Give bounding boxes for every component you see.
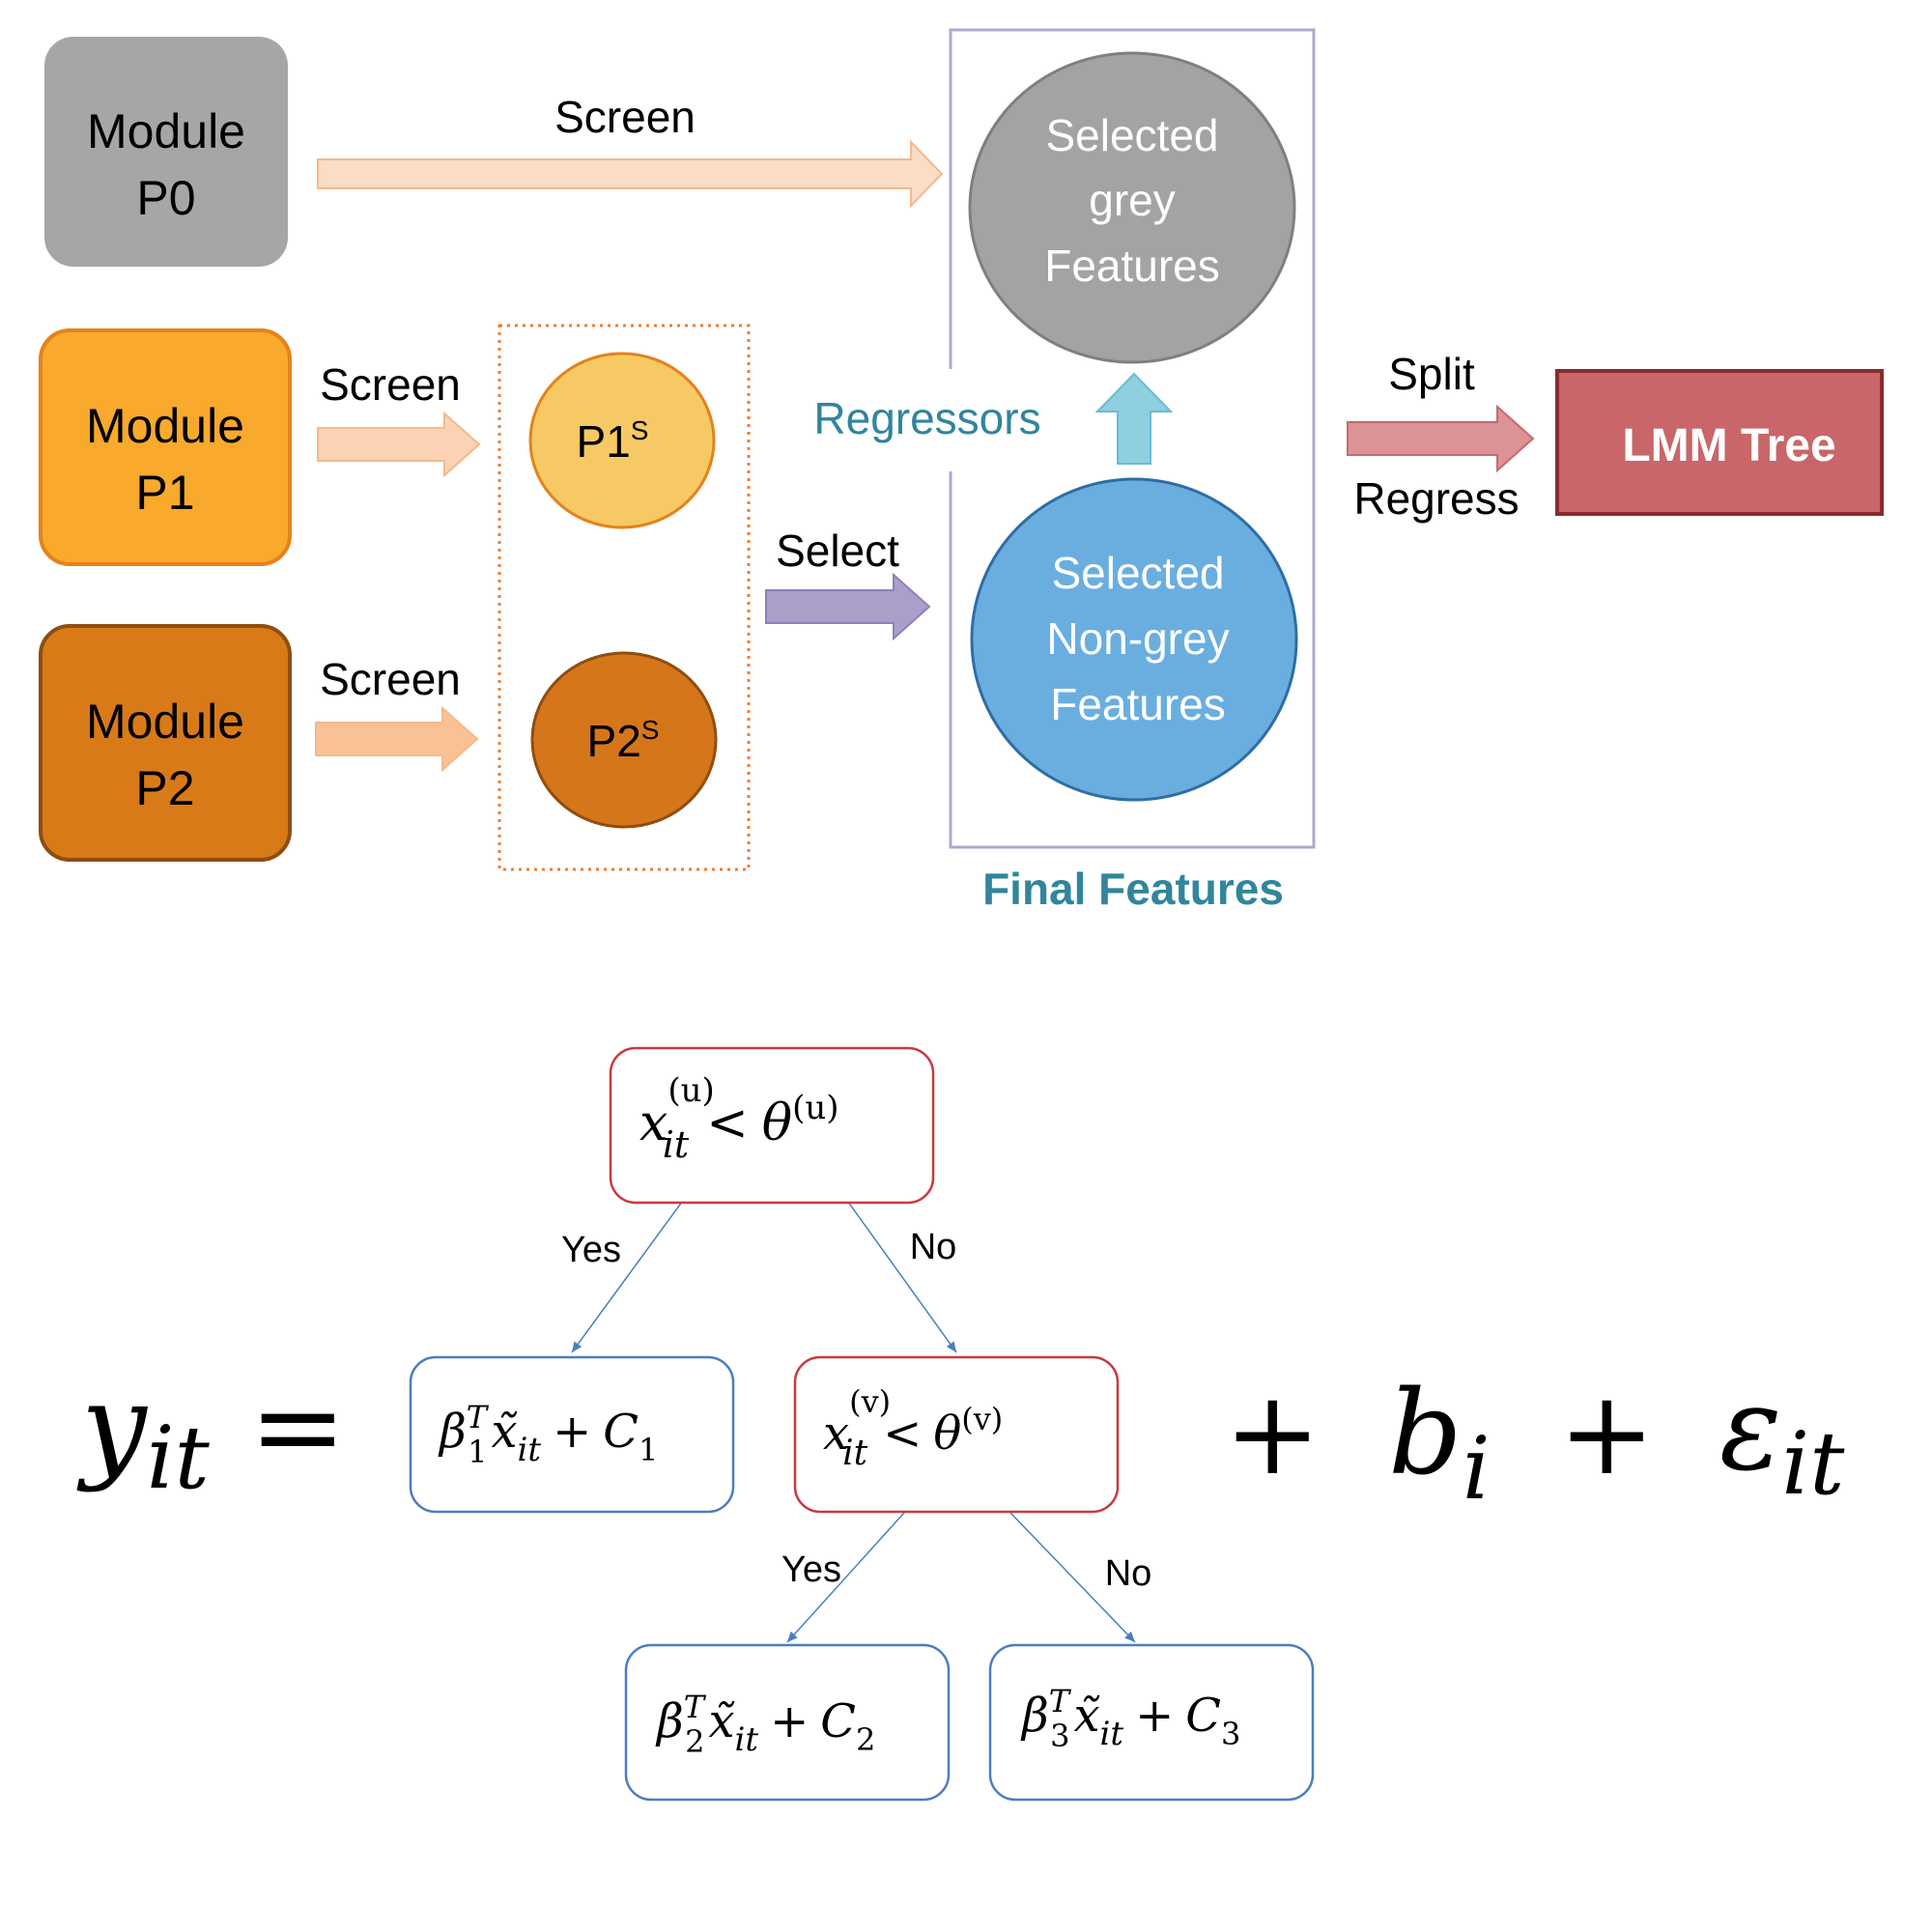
decision-node-v: x(v) it < θ(v)	[793, 1355, 1120, 1514]
equation-error: εit	[1719, 1362, 1845, 1515]
regress-label: Regress	[1353, 473, 1519, 524]
leaf-node-1-formula: βT 1x̃it + C1	[438, 1399, 658, 1470]
edge-root-no	[844, 1197, 957, 1353]
split-arrow-shape	[1347, 404, 1535, 473]
decision-node-root: x(u) it < θ(u)	[609, 1046, 935, 1205]
select-label: Select	[776, 526, 899, 576]
lmm-tree-label: LMM Tree	[1622, 420, 1835, 471]
lmm-tree-shape	[1555, 369, 1884, 516]
up-arrow-shape	[1094, 372, 1174, 465]
screen-arrow-p1-shape	[317, 411, 481, 478]
final-features-label: Final Features	[982, 864, 1284, 914]
split-label: Split	[1388, 349, 1475, 399]
final-features-group: Final Features Selected grey Features Se…	[945, 28, 1316, 914]
selected-nongrey-line2: Non-grey	[1046, 613, 1229, 664]
selected-nongrey-line3: Features	[1050, 679, 1226, 729]
leaf-node-2-box	[624, 1643, 951, 1802]
regressors-label: Regressors	[813, 393, 1040, 443]
leaf-node-3: βT 3x̃it + C3	[988, 1643, 1315, 1802]
leaf-node-1: βT 1x̃it + C1	[409, 1355, 735, 1514]
module-p1-box	[39, 328, 292, 566]
selected-grey-features: Selected grey Features	[968, 51, 1296, 364]
screened-p1-circle: P1S	[528, 352, 716, 529]
screen-arrow-p1: Screen	[317, 359, 481, 478]
leaf-node-2: βT 2x̃it + C2	[624, 1643, 951, 1802]
screened-group-box	[497, 324, 751, 871]
module-p2-line1: Module	[86, 695, 244, 749]
leaf-node-3-formula: βT 3x̃it + C3	[1020, 1683, 1240, 1754]
edge-no-label-1: No	[910, 1227, 957, 1267]
equation-plus-1: +	[1224, 1367, 1321, 1501]
screen-label-p0: Screen	[554, 92, 696, 142]
selected-grey-line3: Features	[1044, 241, 1220, 291]
decision-node-root-box	[609, 1046, 935, 1205]
equation-plus-2: +	[1558, 1367, 1656, 1501]
edge-yes-label-1: Yes	[561, 1230, 621, 1270]
screened-p2-label: P2S	[587, 715, 660, 766]
module-p2-box	[39, 624, 292, 862]
leaf-node-1-box	[409, 1355, 735, 1514]
module-p0-line2: P0	[136, 171, 195, 225]
edge-v-no	[1009, 1512, 1136, 1643]
equation-equals: =	[249, 1360, 347, 1494]
equation-random-effect: bi	[1388, 1367, 1491, 1520]
screened-p1-shape	[528, 352, 716, 529]
edge-root-yes	[571, 1197, 686, 1353]
selected-nongrey-line1: Selected	[1051, 548, 1224, 598]
leaf-node-2-formula: βT 2x̃it + C2	[655, 1689, 875, 1760]
module-p0-box	[44, 37, 288, 267]
screened-p2-shape	[530, 651, 718, 829]
screen-arrow-p2: Screen	[315, 654, 479, 773]
module-p1-line2: P1	[135, 466, 194, 520]
split-regress-arrow: Split Regress	[1347, 349, 1535, 524]
screen-arrow-p0: Screen	[317, 92, 944, 209]
screen-arrow-p0-shape	[317, 139, 944, 209]
module-p0: Module P0	[44, 37, 288, 267]
screen-label-p1: Screen	[320, 359, 461, 410]
module-p2: Module P2	[39, 624, 292, 862]
selected-grey-shape	[968, 51, 1296, 364]
leaf-node-3-box	[988, 1643, 1315, 1802]
edge-yes-label-2: Yes	[781, 1549, 841, 1590]
selected-nongrey-features: Selected Non-grey Features	[970, 477, 1298, 802]
decision-node-v-formula: x(v) it < θ(v)	[823, 1383, 1003, 1473]
select-arrow: Select	[765, 526, 931, 641]
selected-grey-line1: Selected	[1045, 110, 1218, 160]
selected-grey-line2: grey	[1089, 175, 1175, 225]
decision-node-root-formula: x(u) it < θ(u)	[639, 1071, 839, 1166]
equation-lhs: yit	[76, 1360, 211, 1509]
screen-label-p2: Screen	[320, 654, 461, 704]
screened-p1-label: P1S	[577, 415, 649, 467]
decision-node-v-box	[793, 1355, 1120, 1514]
edge-v-yes	[786, 1512, 905, 1643]
module-p0-line1: Module	[87, 104, 245, 158]
screen-arrow-p2-shape	[315, 705, 479, 773]
edge-no-label-2: No	[1105, 1553, 1152, 1594]
up-arrow	[1094, 372, 1174, 465]
lmm-tree-box: LMM Tree	[1555, 369, 1884, 516]
screened-p2-circle: P2S	[530, 651, 718, 829]
module-p1: Module P1	[39, 328, 292, 566]
select-arrow-shape	[765, 572, 931, 641]
module-p2-line2: P2	[135, 761, 194, 815]
module-p1-line1: Module	[86, 399, 244, 453]
selected-nongrey-shape	[970, 477, 1298, 802]
regressors-gap	[945, 369, 958, 471]
